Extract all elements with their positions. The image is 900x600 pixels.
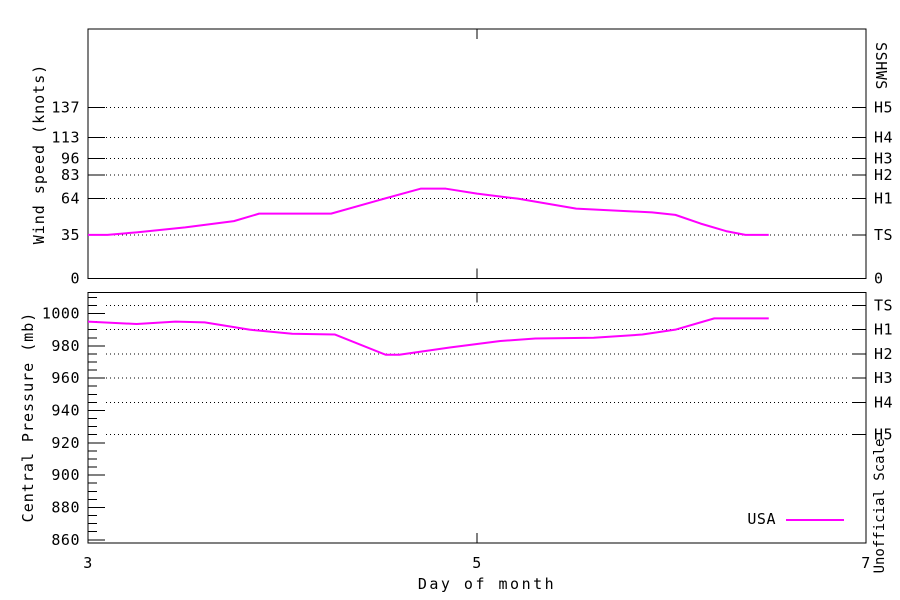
pressure-axis-title: Central Pressure (mb) xyxy=(19,311,37,523)
pressure-ytick-label: 940 xyxy=(51,401,80,419)
x-tick-label: 7 xyxy=(861,554,871,572)
x-tick-label: 5 xyxy=(472,554,482,572)
wind-ytick-label: 83 xyxy=(61,166,80,184)
wind-ytick-label: 113 xyxy=(51,129,80,147)
sshws-tick-label: H5 xyxy=(874,99,893,117)
unofficial-scale-axis-title: Unofficial Scale xyxy=(872,438,888,574)
pressure-ytick-label: 920 xyxy=(51,434,80,452)
pressure-plot-frame xyxy=(87,292,867,544)
unofficial-scale-tick-label: H1 xyxy=(874,321,893,339)
wind-ytick-label: 35 xyxy=(61,226,80,244)
wind-series-line xyxy=(88,187,769,236)
unofficial-scale-tick-label: H3 xyxy=(874,369,893,387)
sshws-tick-label: TS xyxy=(874,226,893,244)
sshws-tick-label: H4 xyxy=(874,129,893,147)
pressure-ytick-label: 900 xyxy=(51,466,80,484)
x-tick-label: 3 xyxy=(83,554,93,572)
wind-ytick-label: 137 xyxy=(51,99,80,117)
unofficial-scale-tick-label: H4 xyxy=(874,393,893,411)
unofficial-scale-tick-label: TS xyxy=(874,296,893,314)
pressure-series-line xyxy=(87,317,769,356)
wind-axis-title: Wind speed (knots) xyxy=(30,63,48,245)
unofficial-scale-tick-label: H5 xyxy=(874,426,893,444)
unofficial-scale-tick-label: H2 xyxy=(874,345,893,363)
pressure-ytick-label: 860 xyxy=(51,531,80,549)
sshws-tick-label: 0 xyxy=(874,270,884,288)
wind-ytick-label: 96 xyxy=(61,150,80,168)
pressure-ytick-label: 980 xyxy=(51,337,80,355)
sshws-axis-title: SSHWS xyxy=(872,42,890,90)
wind-ytick-label: 0 xyxy=(70,270,80,288)
pressure-ytick-label: 880 xyxy=(51,498,80,516)
pressure-ytick-label: 1000 xyxy=(42,305,80,323)
x-axis-title: Day of month xyxy=(417,575,557,593)
sshws-tick-label: H3 xyxy=(874,150,893,168)
pressure-ytick-label: 960 xyxy=(51,369,80,387)
wind-ytick-label: 64 xyxy=(61,190,80,208)
sshws-tick-label: H2 xyxy=(874,166,893,184)
legend-label: USA xyxy=(747,510,776,528)
sshws-tick-label: H1 xyxy=(874,190,893,208)
wind-plot-frame xyxy=(87,28,867,279)
